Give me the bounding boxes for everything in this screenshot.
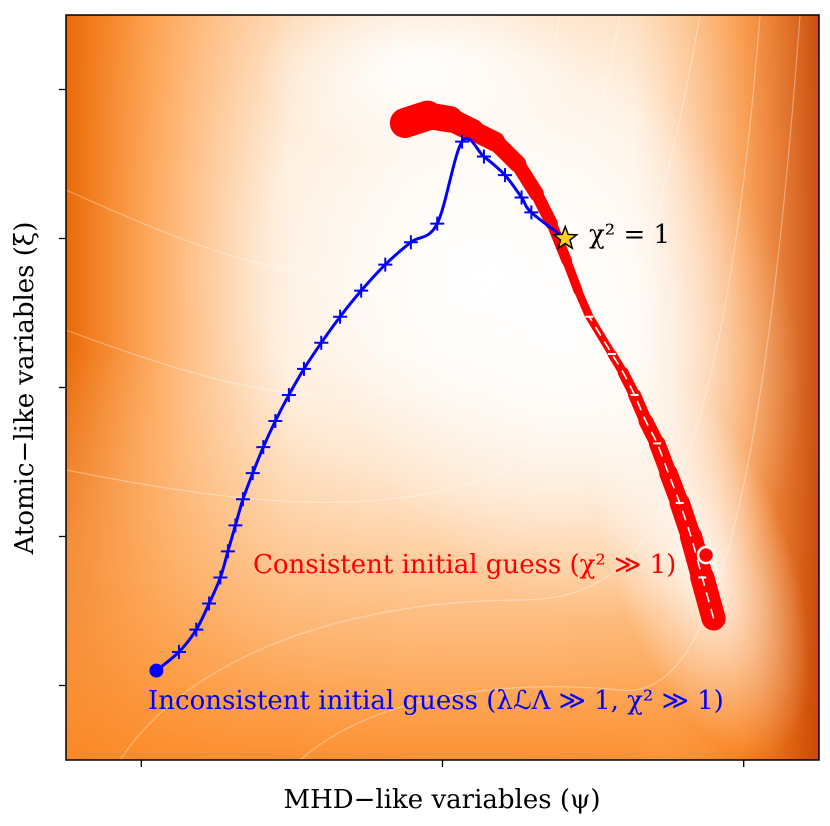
inconsistent-marker-9: [256, 440, 271, 455]
inconsistent-path: [155, 134, 567, 672]
consistent-guess-label: Consistent initial guess (χ² ≫ 1): [253, 550, 676, 580]
consistent-path: [389, 100, 726, 631]
inconsistent-marker-10: [268, 414, 283, 429]
consistent-segment-13: [562, 256, 583, 296]
inconsistent-marker-16: [378, 257, 393, 272]
x-axis-label: MHD−like variables (ψ): [283, 785, 600, 815]
y-axis-label: Atomic−like variables (ξ): [10, 222, 40, 556]
inconsistent-guess-label: Inconsistent initial guess (λℒΛ ≫ 1, χ² …: [148, 686, 724, 716]
inconsistent-marker-21: [497, 168, 512, 183]
chi-equals-one-label: χ² = 1: [589, 220, 670, 250]
consistent-segment-12: [573, 286, 594, 321]
inconsistent-marker-22: [514, 190, 529, 205]
series-layer: [149, 100, 726, 678]
inconsistent-marker-3: [202, 596, 217, 611]
inconsistent-marker-8: [245, 466, 260, 481]
inconsistent-marker-1: [171, 644, 186, 659]
consistent-dash-line: [588, 316, 715, 619]
inconsistent-marker-11: [281, 387, 296, 402]
inconsistent-marker-15: [354, 283, 369, 298]
inconsistent-marker-4: [213, 570, 228, 585]
inconsistent-marker-17: [403, 235, 418, 250]
inconsistent-marker-23: [524, 205, 539, 220]
inconsistent-marker-19: [455, 134, 470, 149]
inconsistent-marker-14: [333, 309, 348, 324]
consistent-start-marker: [696, 545, 716, 565]
inconsistent-marker-13: [314, 335, 329, 350]
consistent-segment-21: [389, 100, 443, 139]
inconsistent-marker-7: [235, 492, 250, 507]
inconsistent-marker-12: [296, 361, 311, 376]
axis-ticks: [59, 88, 745, 767]
inconsistent-marker-5: [220, 544, 235, 559]
inconsistent-start-marker: [149, 663, 164, 678]
inconsistent-marker-20: [476, 149, 491, 164]
inconsistent-marker-6: [228, 518, 243, 533]
inconsistent-marker-2: [189, 622, 204, 637]
inconsistent-marker-18: [430, 216, 445, 231]
solution-star-marker: [551, 224, 579, 250]
